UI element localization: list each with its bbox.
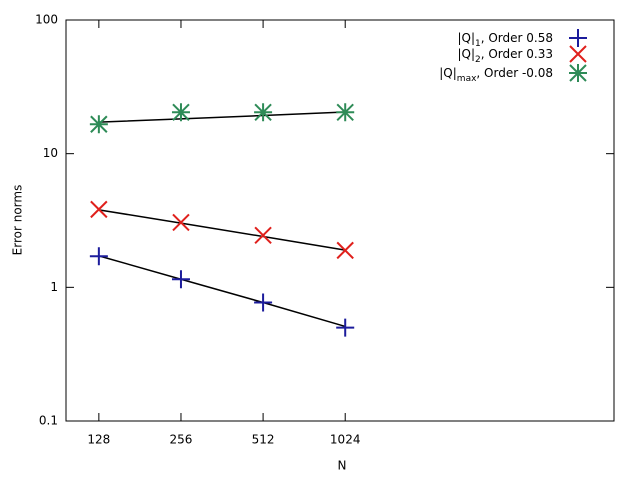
- legend-label-part: |Q|: [457, 31, 475, 45]
- marker: [89, 115, 108, 134]
- marker: [172, 213, 190, 232]
- legend-label-part: , Order 0.58: [481, 31, 553, 45]
- x-tick-label: 128: [87, 433, 110, 447]
- fit-line: [98, 255, 346, 328]
- marker: [569, 45, 587, 63]
- x-tick-label: 1024: [330, 433, 361, 447]
- marker: [569, 64, 587, 82]
- legend-label-part: |Q|: [457, 47, 475, 61]
- legend-label: |Q|1, Order 0.58: [457, 31, 553, 49]
- marker: [89, 247, 108, 266]
- marker: [336, 318, 355, 337]
- fit-line: [98, 209, 346, 251]
- legend-label-part: 1: [475, 39, 481, 49]
- y-tick-label: 10: [43, 146, 58, 160]
- legend-label-part: max: [457, 74, 477, 84]
- y-tick-label: 1: [50, 280, 58, 294]
- y-axis-label: Error norms: [11, 185, 25, 256]
- marker: [90, 200, 108, 219]
- y-tick-label: 100: [35, 13, 58, 27]
- marker: [254, 103, 273, 122]
- x-tick-label: 512: [252, 433, 275, 447]
- marker: [336, 241, 354, 260]
- legend-label-part: |Q|: [439, 66, 457, 80]
- marker: [569, 29, 587, 47]
- x-axis-label: N: [338, 459, 347, 473]
- y-tick-label: 0.1: [39, 414, 58, 428]
- legend-label-part: , Order 0.33: [481, 47, 553, 61]
- marker: [254, 293, 273, 312]
- legend-label-part: 2: [475, 55, 481, 65]
- marker: [171, 103, 190, 122]
- marker: [336, 103, 355, 122]
- marker: [254, 226, 272, 245]
- x-tick-label: 256: [170, 433, 193, 447]
- fit-line: [98, 111, 346, 123]
- legend-label-part: , Order -0.08: [476, 66, 553, 80]
- legend-label: |Q|max, Order -0.08: [439, 66, 553, 84]
- marker: [171, 270, 190, 289]
- legend-label: |Q|2, Order 0.33: [457, 47, 553, 65]
- plot-frame: [65, 19, 615, 422]
